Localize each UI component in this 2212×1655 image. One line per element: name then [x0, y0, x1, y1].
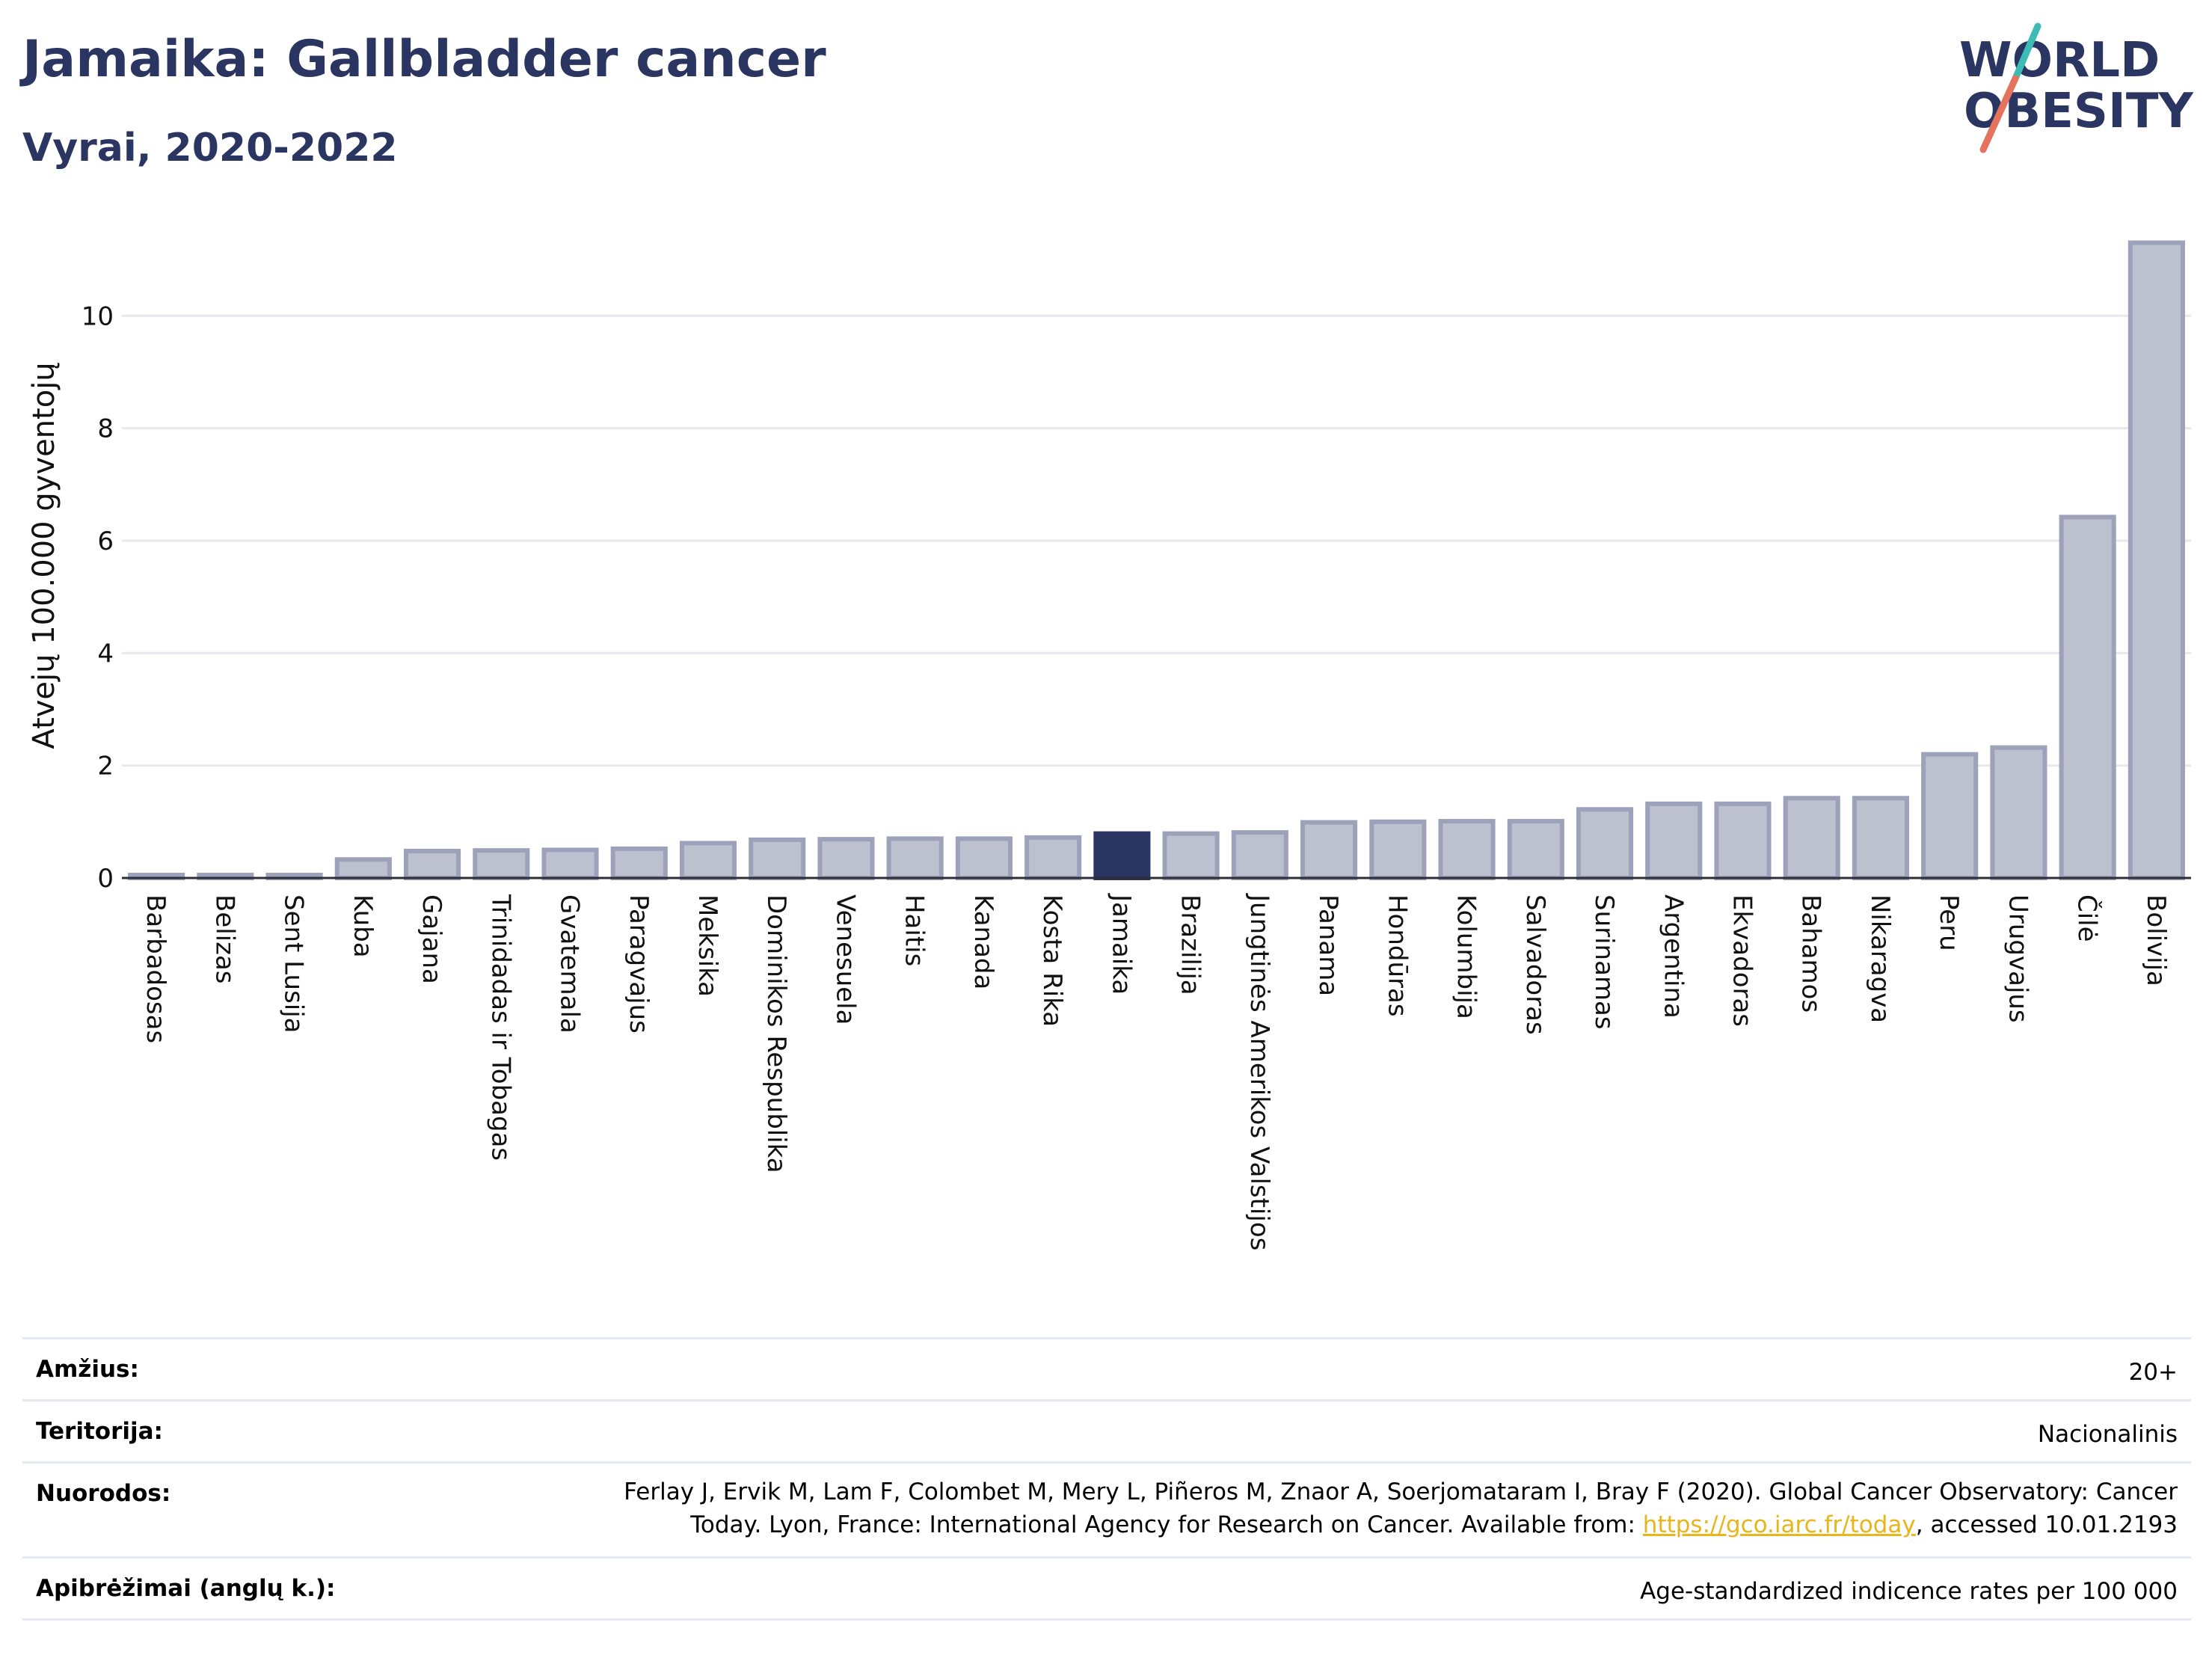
x-tick-label: Gajana	[417, 894, 446, 984]
age-value: 20+	[2128, 1359, 2178, 1386]
bar-kolumbija	[1438, 819, 1496, 880]
bar-paragvajus	[610, 846, 668, 881]
logo-slash-top	[2012, 22, 2042, 82]
references-text: Today. Lyon, France: International Agenc…	[690, 1511, 1643, 1538]
meta-row-age: Amžius: 20+	[22, 1337, 2191, 1399]
bar-venesuela	[817, 837, 875, 880]
bar-kuba	[334, 857, 392, 881]
references-accessed: , accessed 10.01.2193	[1915, 1511, 2178, 1538]
meta-row-references: Nuorodos: Ferlay J, Ervik M, Lam F, Colo…	[22, 1461, 2191, 1556]
page-title: Jamaika: Gallbladder cancer	[22, 30, 826, 89]
meta-row-territory: Teritorija: Nacionalinis	[22, 1399, 2191, 1461]
x-tick-label: Kuba	[348, 894, 378, 958]
bar-gvatemala	[541, 847, 599, 881]
x-tick-label: Panama	[1313, 894, 1343, 996]
y-tick-label: 0	[97, 864, 114, 894]
bar-ekvadoras	[1714, 801, 1772, 881]
x-tick-label: Haitis	[900, 894, 930, 966]
x-tick-label: Surinamas	[1589, 894, 1619, 1030]
x-tick-label: Paragvajus	[624, 894, 654, 1034]
x-tick-label: Peru	[1934, 894, 1964, 951]
references-label: Nuorodos:	[36, 1480, 171, 1507]
territory-label: Teritorija:	[36, 1418, 163, 1445]
x-tick-label: Kolumbija	[1451, 894, 1481, 1019]
x-tick-label: Trinidadas ir Tobagas	[485, 894, 515, 1161]
x-tick-label: Jamaika	[1106, 893, 1136, 995]
territory-value: Nacionalinis	[2037, 1421, 2178, 1448]
bars	[128, 240, 2185, 881]
x-tick-label: Venesuela	[830, 894, 860, 1025]
x-tick-label: Jungtinės Amerikos Valstijos	[1244, 893, 1274, 1250]
y-tick-label: 2	[97, 752, 114, 782]
x-tick-label: Čilė	[2072, 894, 2103, 942]
x-tick-labels: Barbadosas Belizas Sent Lusija Kuba Gajana Tr…	[141, 893, 2171, 1250]
bar-bolivija	[2127, 240, 2185, 881]
x-tick-label: Brazilija	[1176, 894, 1205, 995]
bar-meksika	[679, 841, 737, 880]
bar-trinidadas-ir-tobagas	[473, 848, 530, 881]
bar-brazilija	[1162, 831, 1220, 880]
x-tick-label: Bolivija	[2141, 894, 2171, 986]
bar-urugvajus	[1990, 745, 2047, 880]
bar-bahamos	[1783, 796, 1840, 880]
definitions-label: Apibrėžimai (anglų k.):	[36, 1575, 336, 1602]
y-tick-label: 6	[97, 526, 114, 556]
bar-haitis	[886, 836, 944, 880]
bar-hondūras	[1369, 819, 1427, 881]
y-tick-label: 8	[97, 414, 114, 444]
definitions-value: Age-standardized indicence rates per 100…	[1640, 1578, 2178, 1605]
y-tick-label: 4	[97, 639, 114, 669]
references-value: Ferlay J, Ervik M, Lam F, Colombet M, Me…	[624, 1476, 2178, 1541]
x-tick-label: Gvatemala	[555, 894, 585, 1034]
bar-panama	[1300, 820, 1358, 881]
x-tick-label: Argentina	[1658, 894, 1688, 1019]
bar-chart: 0 2 4 6 8 10 Barbadosas Belizas Sent Lusija Kuba…	[27, 240, 2191, 1250]
logo-slash-bottom	[1979, 75, 2019, 153]
bar-surinamas	[1576, 807, 1634, 881]
bar-argentina	[1645, 801, 1703, 881]
page-subtitle: Vyrai, 2020-2022	[22, 126, 398, 171]
y-tick-labels: 0 2 4 6 8 10	[82, 301, 114, 894]
bar-salvadoras	[1507, 819, 1564, 880]
bar-dominikos-respublika	[749, 837, 806, 881]
x-tick-label: Sent Lusija	[279, 894, 309, 1034]
x-tick-label: Kanada	[968, 894, 998, 989]
bar-nikaragva	[1852, 796, 1909, 880]
world-obesity-logo: WORLD OBESITY	[1959, 22, 2193, 153]
references-line-1: Ferlay J, Ervik M, Lam F, Colombet M, Me…	[624, 1479, 2178, 1505]
references-line-2: Today. Lyon, France: International Agenc…	[624, 1508, 2178, 1541]
bar-peru	[1921, 752, 1979, 880]
x-tick-label: Kosta Rika	[1037, 894, 1067, 1027]
bar-čilė	[2059, 515, 2116, 881]
x-tick-label: Belizas	[209, 894, 239, 984]
bar-jamaika	[1093, 831, 1151, 880]
logo-word-world: WORLD	[1959, 33, 2160, 88]
x-tick-label: Meksika	[692, 894, 722, 997]
metadata-table: Amžius: 20+ Teritorija: Nacionalinis Nuo…	[22, 1337, 2191, 1621]
bar-jungtinės-amerikos-valstijos	[1231, 830, 1288, 881]
x-tick-label: Barbadosas	[141, 894, 170, 1043]
x-tick-label: Salvadoras	[1520, 894, 1550, 1035]
y-axis-label: Atvejų 100.000 gyventojų	[27, 362, 61, 749]
x-tick-label: Nikaragva	[1865, 894, 1895, 1023]
x-tick-label: Urugvajus	[2003, 894, 2033, 1023]
references-link[interactable]: https://gco.iarc.fr/today	[1642, 1511, 1916, 1538]
y-tick-label: 10	[82, 301, 114, 331]
x-tick-label: Hondūras	[1382, 894, 1412, 1017]
x-tick-label: Bahamos	[1796, 894, 1826, 1013]
meta-row-definitions: Apibrėžimai (anglų k.): Age-standardized…	[22, 1556, 2191, 1621]
grid-lines	[122, 314, 2191, 767]
age-label: Amžius:	[36, 1356, 139, 1383]
bar-kanada	[955, 836, 1013, 880]
x-tick-label: Ekvadoras	[1727, 894, 1757, 1027]
bar-gajana	[404, 848, 461, 880]
x-tick-label: Dominikos Respublika	[761, 894, 791, 1173]
bar-kosta-rika	[1024, 835, 1082, 880]
